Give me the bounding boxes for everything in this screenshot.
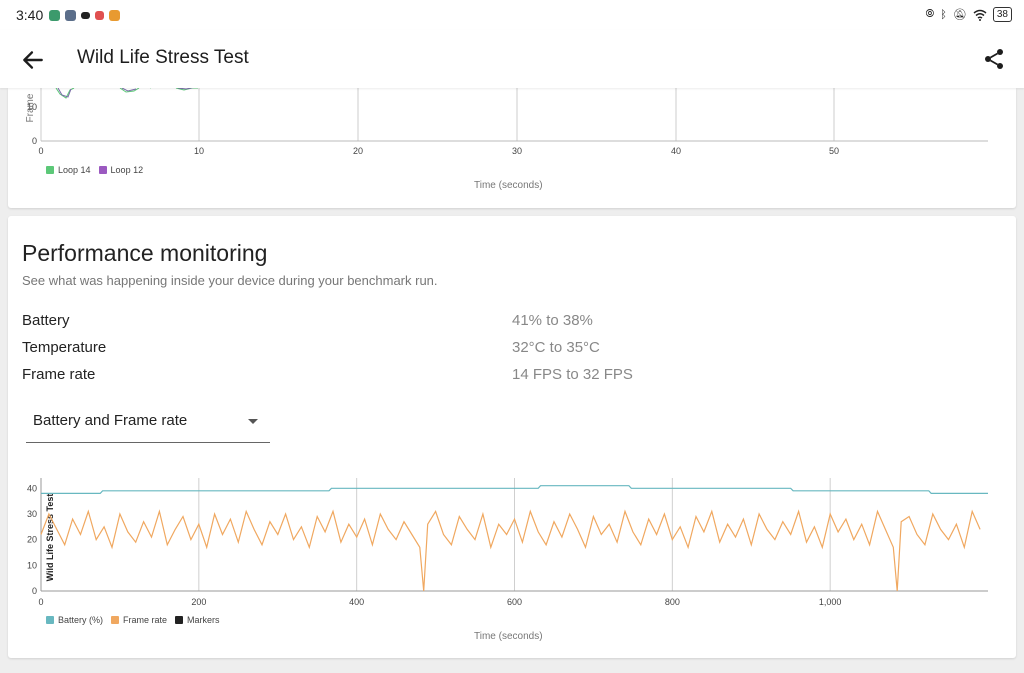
y-tick-label: 0 xyxy=(32,136,37,146)
battery-line xyxy=(41,485,988,494)
loop-frame-rate-chart: 10 0 Frame 0 10 20 30 40 50 xyxy=(25,88,988,156)
legend-swatch xyxy=(46,166,54,174)
battery-value: 41% to 38% xyxy=(512,312,593,329)
frame-rate-value: 14 FPS to 32 FPS xyxy=(512,366,633,383)
legend-item[interactable]: Frame rate xyxy=(111,615,167,625)
legend-label: Loop 12 xyxy=(110,165,144,175)
x-tick-label: 30 xyxy=(512,146,522,156)
x-tick-label: 800 xyxy=(665,597,680,607)
status-right: ⦾ ᛒ 🔕︎ 38 xyxy=(925,7,1012,22)
chevron-down-icon xyxy=(248,419,258,424)
loop-chart-card: 10 0 Frame 0 10 20 30 40 50 Loop 14 Loop… xyxy=(8,88,1016,208)
x-tick-label: 600 xyxy=(507,597,522,607)
y-tick-label: 10 xyxy=(27,102,37,112)
y-tick-label: 0 xyxy=(32,586,37,596)
section-subtitle: See what was happening inside your devic… xyxy=(22,273,438,288)
status-time: 3:40 xyxy=(16,7,44,23)
y-tick-label: 40 xyxy=(27,483,37,493)
x-tick-label: 400 xyxy=(349,597,364,607)
notification-icons xyxy=(49,9,121,21)
perf-chart-legend: Battery (%) Frame rate Markers xyxy=(46,615,220,625)
y-tick-label: 20 xyxy=(27,535,37,545)
x-axis-title: Time (seconds) xyxy=(474,180,543,191)
x-tick-label: 1,000 xyxy=(819,597,842,607)
x-tick-label: 0 xyxy=(38,146,43,156)
loop-12-line xyxy=(57,88,194,98)
legend-item[interactable]: Loop 14 xyxy=(46,165,91,175)
legend-label: Battery (%) xyxy=(58,615,104,625)
notification-icon xyxy=(81,11,91,19)
legend-item[interactable]: Battery (%) xyxy=(46,615,103,625)
app-bar: Wild Life Stress Test xyxy=(0,30,1024,88)
x-tick-label: 50 xyxy=(829,146,839,156)
y-axis-label: Frame xyxy=(25,93,36,122)
vibrate-icon: ⦾ xyxy=(925,8,935,20)
legend-swatch xyxy=(175,616,184,624)
performance-monitoring-card: Performance monitoring See what was happ… xyxy=(8,216,1016,658)
x-tick-label: 20 xyxy=(353,146,363,156)
loop-14-line xyxy=(55,88,198,99)
x-axis-title: Time (seconds) xyxy=(474,631,543,642)
notification-icon xyxy=(65,9,77,21)
notification-icon xyxy=(49,9,61,21)
battery-frame-rate-chart: 0 200 400 600 800 1,000 0 10 20 30 40 Wild Life Str… xyxy=(27,478,988,607)
legend-label: Frame rate xyxy=(123,615,168,625)
frame-rate-label: Frame rate xyxy=(22,366,96,383)
share-icon[interactable] xyxy=(982,47,1006,71)
x-tick-label: 40 xyxy=(671,146,681,156)
y-axis-title: Wild Life Stress Test xyxy=(45,494,55,582)
x-tick-label: 10 xyxy=(194,146,204,156)
legend-label: Loop 14 xyxy=(58,165,91,175)
battery-label: Battery xyxy=(22,312,70,329)
x-tick-label: 0 xyxy=(38,597,43,607)
legend-swatch xyxy=(111,616,120,624)
bluetooth-icon: ᛒ xyxy=(940,8,947,21)
legend-item[interactable]: Markers xyxy=(175,615,220,625)
x-tick-label: 200 xyxy=(191,597,206,607)
frame-rate-line xyxy=(40,509,981,592)
mute-icon: 🔕︎ xyxy=(952,9,967,21)
y-tick-label: 30 xyxy=(27,509,37,519)
legend-item[interactable]: Loop 12 xyxy=(98,165,144,175)
temperature-label: Temperature xyxy=(22,339,107,356)
legend-label: Markers xyxy=(187,615,220,625)
temperature-value: 32°C to 35°C xyxy=(512,339,600,356)
arrow-left-icon[interactable] xyxy=(20,47,46,73)
status-bar: 3:40 ⦾ ᛒ 🔕︎ 38 xyxy=(0,0,1024,30)
dropdown-selected-value: Battery and Frame rate xyxy=(33,412,188,429)
battery-indicator: 38 xyxy=(992,7,1012,22)
section-title: Performance monitoring xyxy=(22,240,268,266)
notification-icon xyxy=(109,9,121,21)
top-chart-legend: Loop 14 Loop 12 xyxy=(46,165,143,175)
legend-swatch xyxy=(98,166,107,174)
page-title: Wild Life Stress Test xyxy=(77,47,249,68)
wifi-icon xyxy=(973,9,987,21)
chart-metric-dropdown[interactable]: Battery and Frame rate xyxy=(26,404,270,443)
legend-swatch xyxy=(46,616,54,624)
y-tick-label: 10 xyxy=(27,560,37,570)
notification-icon xyxy=(95,10,105,20)
